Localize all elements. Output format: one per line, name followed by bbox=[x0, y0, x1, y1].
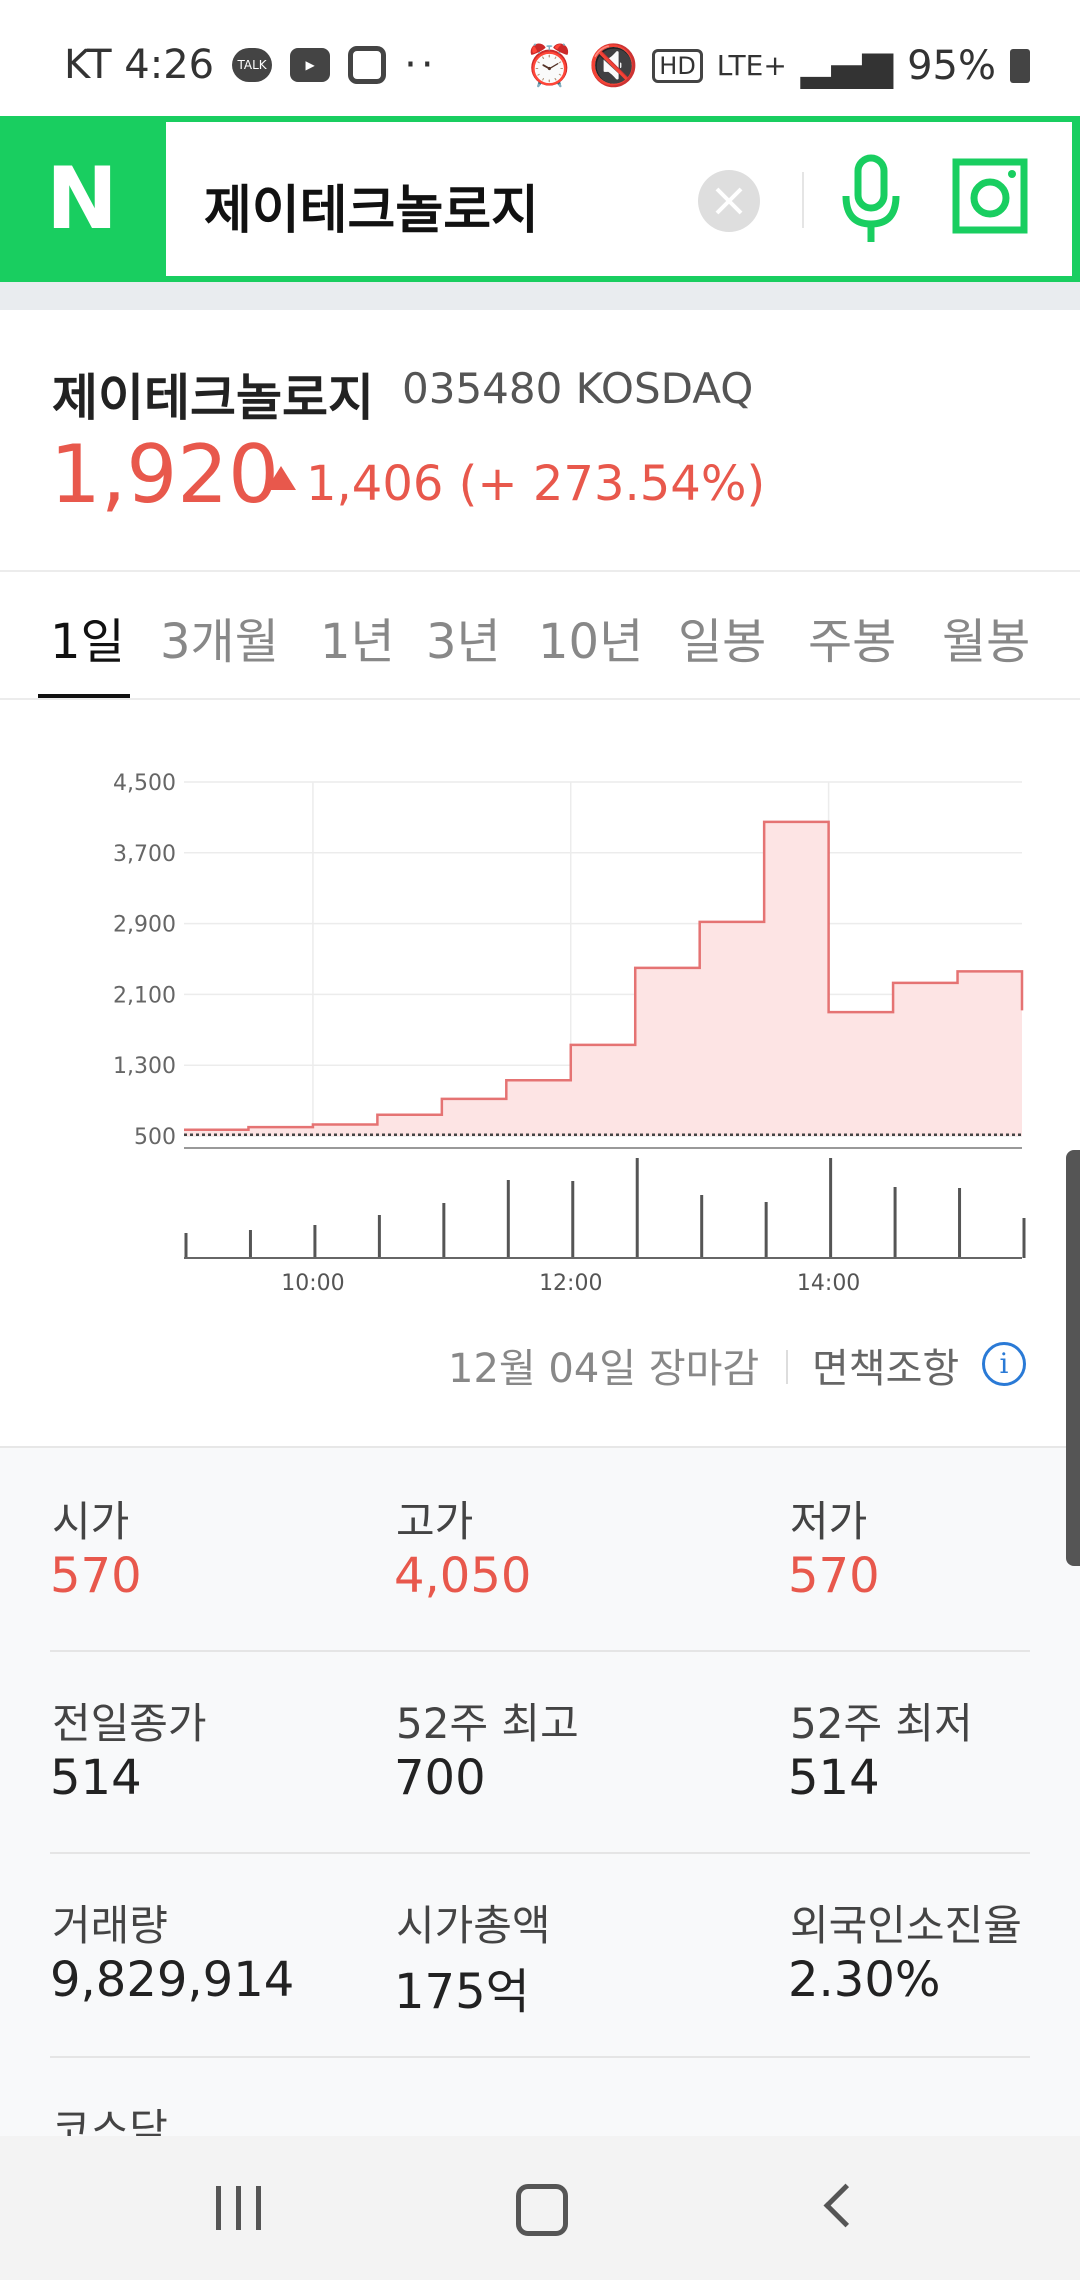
up-arrow-icon bbox=[266, 466, 296, 490]
kakaotalk-icon: TALK bbox=[232, 48, 273, 82]
stat-value-52w-low: 514 bbox=[788, 1750, 880, 1806]
stat-value-prev-close: 514 bbox=[50, 1750, 142, 1806]
youtube-icon: ▶ bbox=[290, 48, 331, 82]
mute-icon: 🔇 bbox=[588, 43, 639, 89]
row-divider bbox=[50, 1650, 1030, 1652]
tab-1d[interactable]: 1일 bbox=[50, 614, 125, 670]
stat-label-open: 시가 bbox=[52, 1497, 130, 1546]
tab-monthly[interactable]: 월봉 bbox=[942, 614, 1031, 670]
tab-3m[interactable]: 3개월 bbox=[160, 614, 279, 670]
x-tick-label: 12:00 bbox=[539, 1271, 602, 1296]
divider bbox=[786, 1350, 788, 1384]
stat-label-market-cap: 시가총액 bbox=[396, 1901, 551, 1950]
tab-3y[interactable]: 3년 bbox=[426, 614, 501, 670]
active-tab-indicator bbox=[38, 694, 130, 698]
system-nav-bar bbox=[0, 2136, 1080, 2280]
recent-apps-button[interactable] bbox=[216, 2186, 262, 2230]
row-divider bbox=[50, 2056, 1030, 2058]
stat-label-prev-close: 전일종가 bbox=[52, 1699, 207, 1748]
stat-label-volume: 거래량 bbox=[52, 1901, 168, 1950]
stat-label-low: 저가 bbox=[790, 1497, 868, 1546]
y-tick-label: 500 bbox=[134, 1125, 176, 1150]
voice-search-icon[interactable] bbox=[836, 152, 906, 248]
search-input[interactable]: 제이테크놀로지 bbox=[204, 181, 539, 241]
battery-icon bbox=[1010, 48, 1030, 83]
stock-code-market: 035480 KOSDAQ bbox=[402, 364, 754, 413]
hd-icon: HD bbox=[652, 48, 703, 83]
x-tick-label: 10:00 bbox=[281, 1271, 344, 1296]
stat-value-high: 4,050 bbox=[394, 1548, 532, 1604]
home-button[interactable] bbox=[516, 2184, 568, 2236]
search-box[interactable]: 제이테크놀로지 bbox=[166, 122, 1072, 276]
x-tick-label: 14:00 bbox=[797, 1271, 860, 1296]
naver-logo[interactable]: N bbox=[46, 149, 118, 249]
stat-label-52w-high: 52주 최고 bbox=[396, 1699, 579, 1748]
divider bbox=[0, 570, 1080, 572]
period-tabs: 1일 3개월 1년 3년 10년 일봉 주봉 월봉 bbox=[0, 572, 1080, 698]
tab-1y[interactable]: 1년 bbox=[320, 614, 395, 670]
clear-search-button[interactable] bbox=[698, 170, 760, 232]
stat-value-foreign-ratio: 2.30% bbox=[788, 1952, 941, 2008]
scroll-handle[interactable] bbox=[1066, 1150, 1080, 1566]
tab-daily[interactable]: 일봉 bbox=[678, 614, 767, 670]
market-close-note: 12월 04일 장마감 bbox=[448, 1346, 760, 1392]
price-line bbox=[184, 820, 1024, 1132]
status-time: KT 4:26 bbox=[64, 42, 215, 88]
signal-icon: ▂▄▆ bbox=[800, 42, 894, 89]
search-divider bbox=[802, 172, 804, 228]
stat-value-open: 570 bbox=[50, 1548, 142, 1604]
stat-value-52w-high: 700 bbox=[394, 1750, 486, 1806]
price-area bbox=[184, 821, 1022, 1136]
y-tick-label: 3,700 bbox=[113, 842, 176, 867]
stat-label-high: 고가 bbox=[396, 1497, 474, 1546]
stock-stats-panel: 시가 570 고가 4,050 저가 570 전일종가 514 52주 최고 7… bbox=[0, 1446, 1080, 2154]
row-divider bbox=[50, 1852, 1030, 1854]
instagram-icon bbox=[348, 46, 387, 84]
image-search-icon[interactable] bbox=[950, 156, 1030, 236]
alarm-icon: ⏰ bbox=[524, 43, 575, 89]
y-tick-label: 4,500 bbox=[113, 771, 176, 796]
stat-value-market-cap: 175억 bbox=[394, 1964, 530, 2020]
search-bar: N 제이테크놀로지 bbox=[0, 116, 1080, 282]
y-tick-label: 1,300 bbox=[113, 1054, 176, 1079]
section-gap bbox=[0, 282, 1080, 310]
stock-name: 제이테크놀로지 bbox=[52, 369, 374, 427]
y-tick-label: 2,900 bbox=[113, 913, 176, 938]
network-type: LTE+ bbox=[716, 49, 787, 82]
back-button[interactable] bbox=[823, 2183, 868, 2228]
info-icon[interactable]: i bbox=[982, 1342, 1026, 1386]
stat-value-low: 570 bbox=[788, 1548, 880, 1604]
status-bar: KT 4:26 TALK ▶ ·· ⏰ 🔇 HD LTE+ ▂▄▆ 95% bbox=[0, 0, 1080, 116]
tab-weekly[interactable]: 주봉 bbox=[808, 614, 897, 670]
price-chart-svg[interactable]: 4,500 3,700 2,900 2,100 1,300 500 10:00 12:00 14… bbox=[0, 740, 1080, 1320]
stat-label-foreign-ratio: 외국인소진율 bbox=[790, 1901, 1022, 1950]
current-price: 1,920 bbox=[50, 428, 280, 521]
intraday-chart[interactable]: 4,500 3,700 2,900 2,100 1,300 500 10:00 12:00 14… bbox=[0, 740, 1080, 1320]
divider bbox=[0, 698, 1080, 700]
stat-value-volume: 9,829,914 bbox=[50, 1952, 295, 2008]
y-tick-label: 2,100 bbox=[113, 983, 176, 1008]
price-change: 1,406 (+ 273.54%) bbox=[306, 456, 766, 512]
battery-percent: 95% bbox=[907, 42, 996, 89]
stat-label-52w-low: 52주 최저 bbox=[790, 1699, 973, 1748]
disclaimer-link[interactable]: 면책조항 bbox=[812, 1346, 960, 1392]
more-notifications-icon: ·· bbox=[404, 42, 438, 88]
tab-10y[interactable]: 10년 bbox=[538, 614, 644, 670]
